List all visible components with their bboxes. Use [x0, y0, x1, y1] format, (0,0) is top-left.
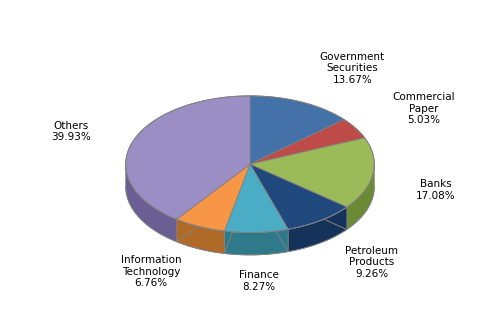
Text: Commercial
Paper
5.03%: Commercial Paper 5.03%	[392, 92, 456, 125]
Polygon shape	[347, 166, 374, 229]
Text: Information
Technology
6.76%: Information Technology 6.76%	[121, 255, 182, 289]
Polygon shape	[176, 219, 224, 253]
Polygon shape	[224, 229, 288, 255]
Text: Government
Securities
13.67%: Government Securities 13.67%	[320, 52, 385, 85]
Polygon shape	[250, 96, 344, 164]
Text: Petroleum
Products
9.26%: Petroleum Products 9.26%	[345, 246, 398, 279]
Polygon shape	[250, 119, 364, 164]
Text: Banks
17.08%: Banks 17.08%	[416, 179, 456, 201]
Text: Finance
8.27%: Finance 8.27%	[239, 270, 279, 292]
Polygon shape	[250, 164, 347, 229]
Polygon shape	[126, 96, 250, 219]
Polygon shape	[224, 164, 288, 233]
Polygon shape	[126, 165, 176, 242]
Polygon shape	[176, 164, 250, 231]
Text: Others
39.93%: Others 39.93%	[51, 120, 90, 142]
Polygon shape	[250, 138, 374, 207]
Polygon shape	[288, 207, 347, 252]
